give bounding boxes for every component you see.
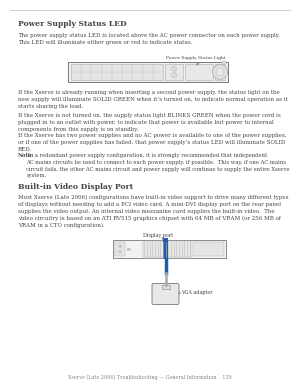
Circle shape	[212, 64, 227, 80]
Bar	[161, 285, 169, 289]
Bar	[68, 62, 228, 82]
Bar	[143, 241, 191, 257]
Text: Built-in Video Display Port: Built-in Video Display Port	[18, 183, 133, 191]
Text: 000: 000	[127, 248, 132, 252]
Text: If the Xserve is not turned on, the supply status light BLINKS GREEN when the po: If the Xserve is not turned on, the supp…	[18, 113, 281, 132]
Bar	[165, 64, 183, 80]
Bar	[115, 242, 125, 256]
Text: Power Supply Status Light: Power Supply Status Light	[167, 56, 226, 60]
Text: If the Xserve has two power supplies and no AC power is available to one of the : If the Xserve has two power supplies and…	[18, 133, 286, 152]
Text: Display port: Display port	[143, 233, 173, 238]
Bar	[222, 61, 226, 64]
Circle shape	[172, 66, 176, 71]
Circle shape	[118, 245, 122, 248]
Text: Xserve (Late 2006) Troubleshooting — General Information    129: Xserve (Late 2006) Troubleshooting — Gen…	[68, 375, 232, 380]
Text: In a redundant power supply configuration, it is strongly recommended that indep: In a redundant power supply configuratio…	[26, 153, 290, 178]
Bar	[193, 242, 224, 256]
Text: Note:: Note:	[18, 153, 34, 158]
Bar	[71, 64, 163, 80]
Text: Power Supply Status LED: Power Supply Status LED	[18, 20, 127, 28]
Text: Most Xserve (Late 2006) configurations have built-in video support to drive many: Most Xserve (Late 2006) configurations h…	[18, 195, 289, 228]
Text: The power supply status LED is located above the AC power connector on each powe: The power supply status LED is located a…	[18, 33, 280, 45]
Bar	[185, 64, 213, 80]
Circle shape	[216, 68, 224, 76]
Circle shape	[118, 250, 122, 253]
Bar	[215, 64, 225, 80]
Text: VGA adapter: VGA adapter	[182, 290, 213, 295]
FancyBboxPatch shape	[152, 284, 179, 305]
Text: If the Xserve is already running when inserting a second power supply, the statu: If the Xserve is already running when in…	[18, 90, 288, 109]
Bar	[113, 240, 226, 258]
Bar	[163, 238, 168, 259]
Circle shape	[172, 73, 176, 78]
